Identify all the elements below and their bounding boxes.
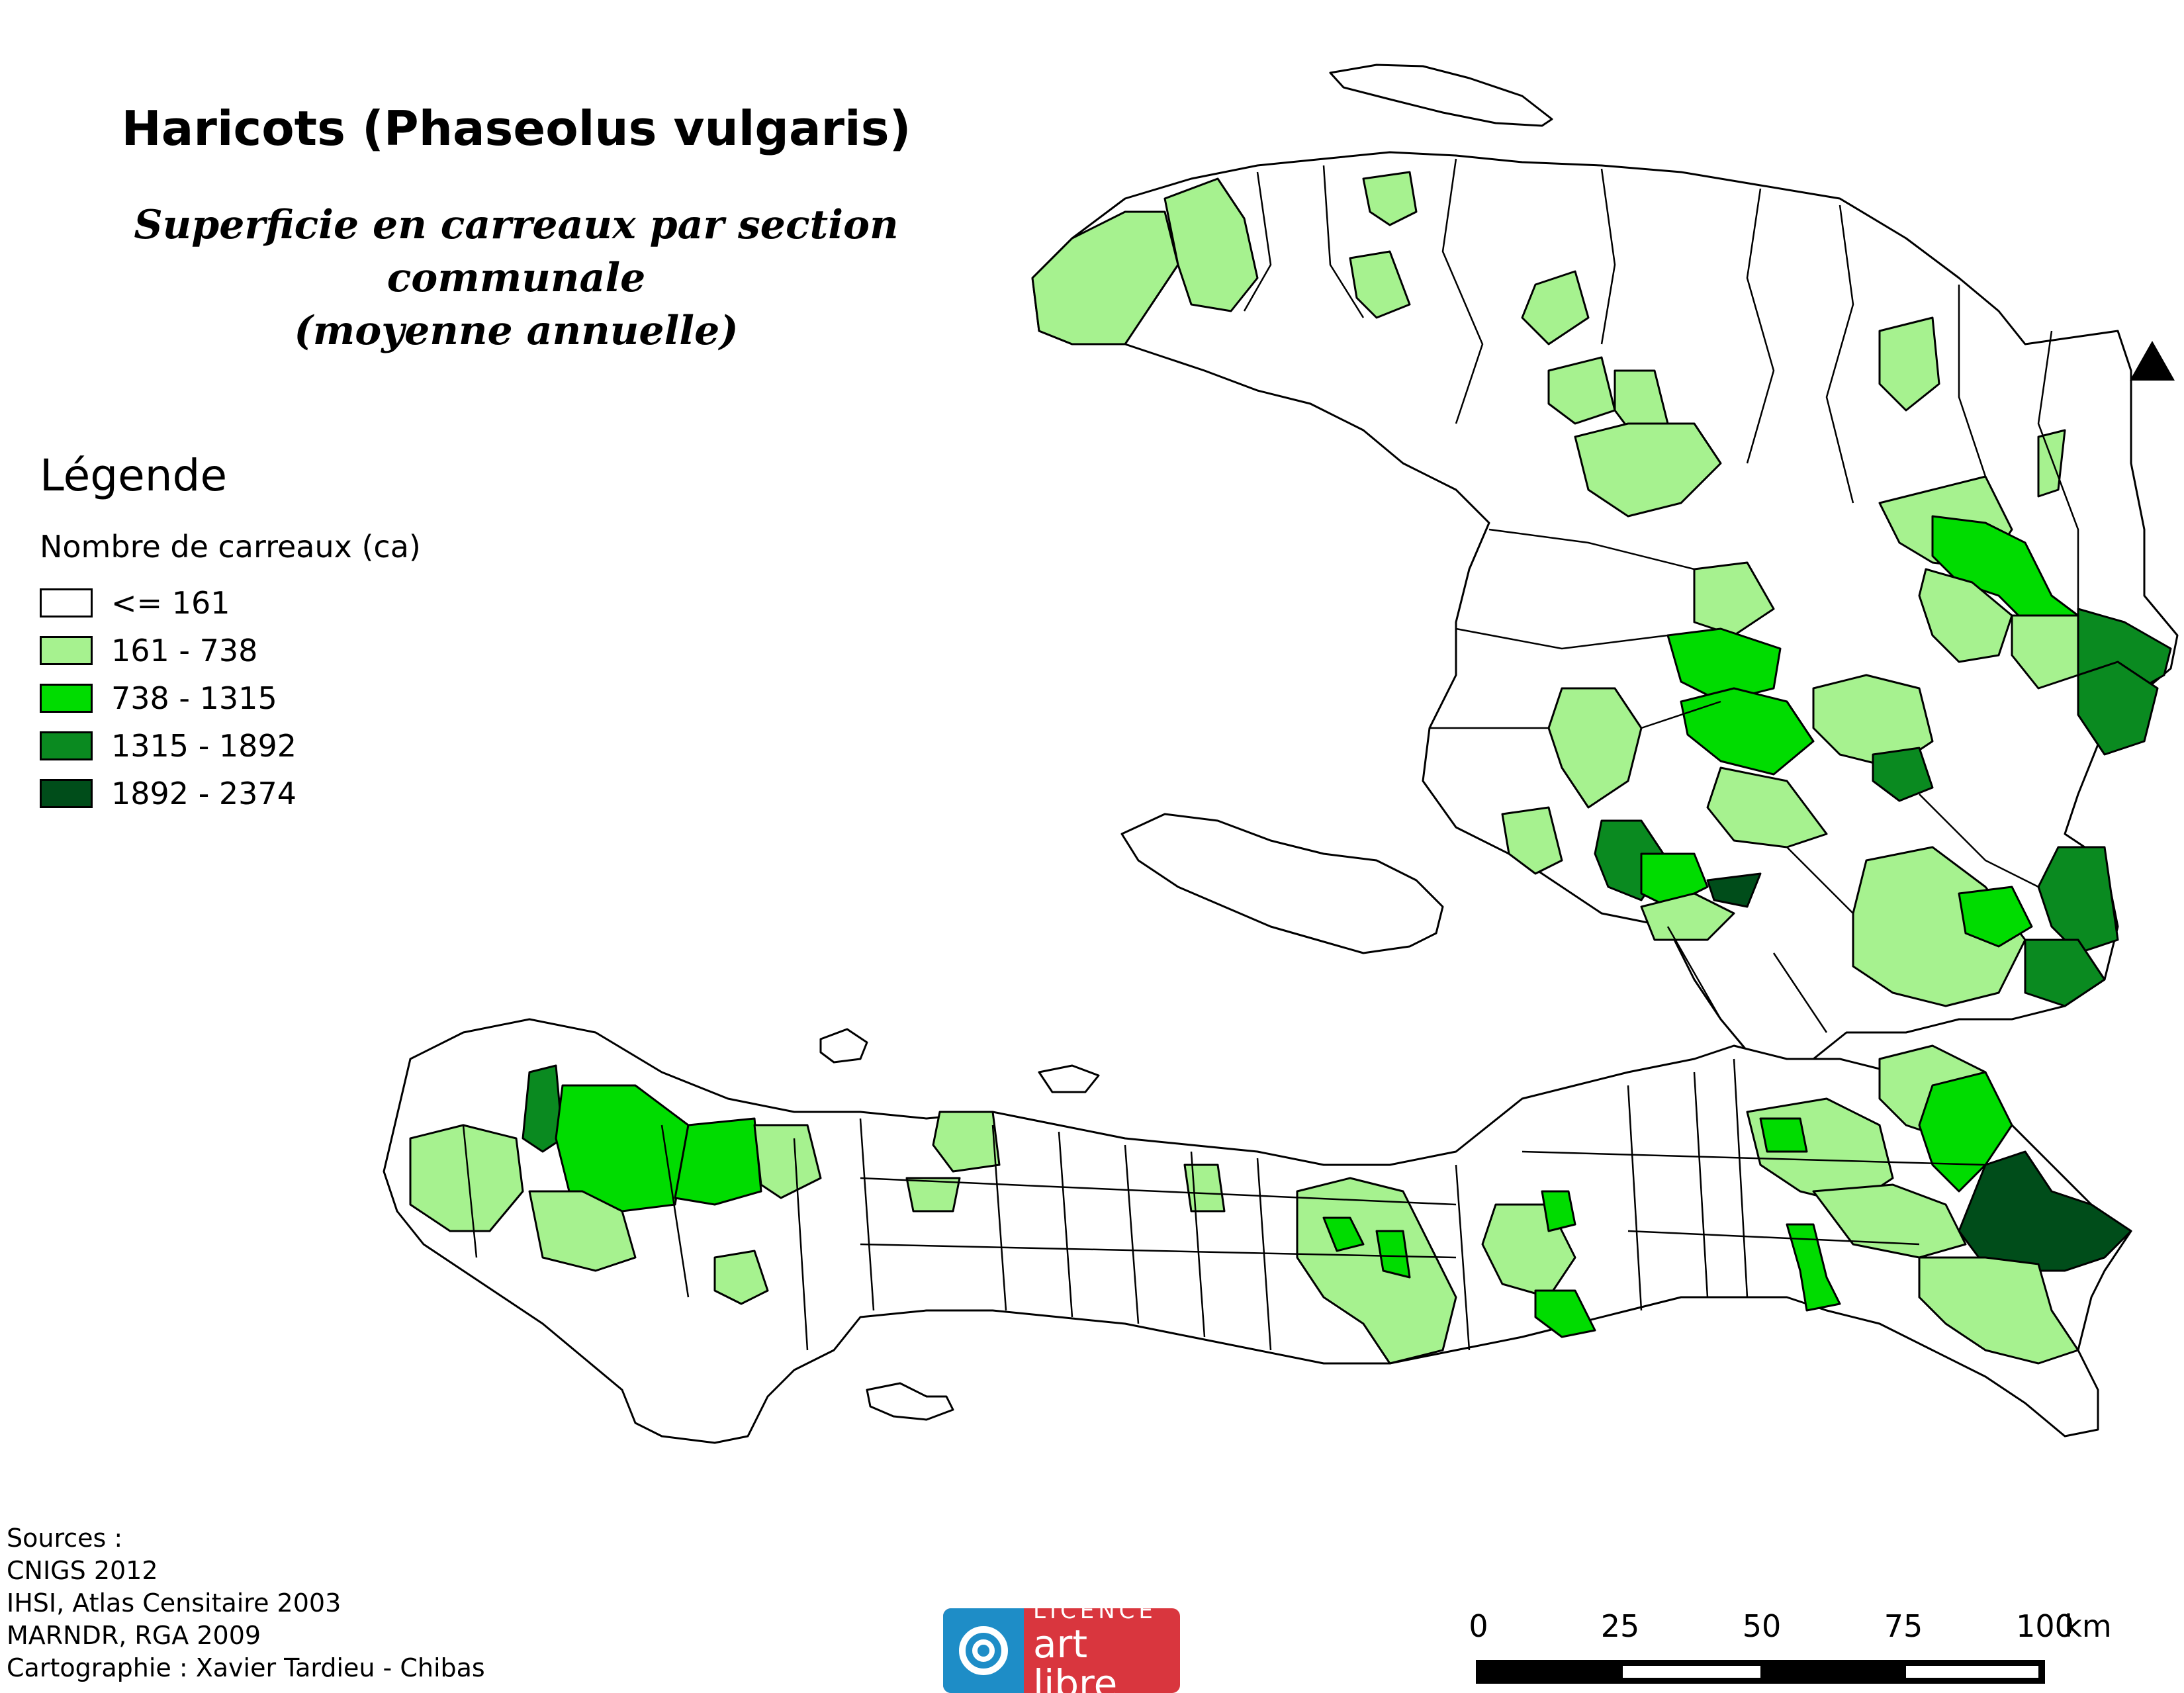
sources-line: MARNDR, RGA 2009 (7, 1621, 261, 1650)
region-nw-4 (1349, 250, 1411, 319)
region-east-4 (2024, 938, 2106, 1007)
island-cayemites (819, 1028, 868, 1064)
region-sw-3 (555, 1084, 690, 1213)
scale-segment (1623, 1666, 1760, 1678)
licence-bottom-text: art libre (1033, 1622, 1118, 1693)
legend-label: 1892 - 2374 (111, 776, 296, 811)
region-sw-2 (522, 1064, 564, 1153)
legend-label: <= 161 (111, 585, 230, 621)
licence-ring-icon (943, 1608, 1024, 1693)
region-se-2 (1759, 1117, 1808, 1153)
region-south (383, 1018, 2132, 1444)
legend-swatch (40, 731, 93, 760)
scale-label: 75 (1884, 1608, 1923, 1644)
region-s-6 (1375, 1230, 1411, 1279)
scale-bar: 0 25 50 75 100 km (1469, 1608, 2112, 1688)
region-sw-1 (409, 1124, 524, 1232)
region-se-6 (1812, 1183, 1967, 1259)
sources-line: Cartographie : Xavier Tardieu - Chibas (7, 1653, 485, 1682)
scale-label: 25 (1600, 1608, 1640, 1644)
region-s-2 (905, 1177, 961, 1213)
commune-boundaries (462, 158, 2079, 1351)
legend-heading: Légende (40, 450, 228, 501)
region-ne-3 (1918, 568, 2013, 663)
region-centre-2 (1666, 627, 1782, 703)
licence-art-libre-logo: LICENCE art libre (943, 1608, 1180, 1693)
region-s-1 (932, 1111, 1001, 1173)
region-se-5 (1918, 1071, 2013, 1193)
region-s-8 (1541, 1190, 1576, 1232)
scale-label: 100 (2016, 1608, 2074, 1644)
sources-line: Sources : (7, 1524, 123, 1553)
region-ne-6 (2011, 614, 2079, 690)
sources-line: CNIGS 2012 (7, 1556, 158, 1585)
legend-label: 738 - 1315 (111, 680, 277, 716)
region-centre-4 (1547, 687, 1643, 809)
north-arrow-icon (2130, 341, 2175, 381)
region-n-1 (1521, 270, 1590, 345)
scale-label: 50 (1742, 1608, 1782, 1644)
legend-swatch (40, 588, 93, 618)
region-se-8 (1918, 1256, 2079, 1365)
map-title: Haricots (Phaseolus vulgaris) (121, 101, 911, 156)
region-nw-1 (1031, 210, 1179, 345)
licence-top-text: LICENCE (1033, 1608, 1157, 1624)
island-ile-a-vache (866, 1382, 954, 1421)
region-east-1 (1852, 846, 2026, 1007)
region-n-6 (2037, 429, 2066, 498)
legend-item: 1315 - 1892 (40, 722, 421, 770)
island-tortuga (1329, 64, 1553, 127)
region-sw-6 (528, 1190, 637, 1272)
legend-label: 1315 - 1892 (111, 728, 296, 764)
map-subtitle: Superficie en carreaux par section commu… (0, 199, 1032, 357)
map-subtitle-line2: (moyenne annuelle) (294, 308, 739, 354)
scale-bar-graphic (1476, 1660, 2045, 1684)
region-nw-2 (1163, 177, 1259, 312)
region-n-5 (1878, 316, 1940, 412)
region-centre-11 (1706, 872, 1762, 908)
scale-label: 0 (1469, 1608, 1488, 1644)
region-sw-5 (753, 1124, 822, 1199)
scale-segment (1906, 1666, 2038, 1678)
island-small (1038, 1064, 1100, 1093)
map-subtitle-line1: Superficie en carreaux par section commu… (134, 202, 899, 301)
sources-block: Sources : CNIGS 2012 IHSI, Atlas Censita… (7, 1522, 485, 1684)
region-east-2 (1958, 886, 2033, 948)
legend-subheading: Nombre de carreaux (ca) (40, 529, 421, 565)
region-centre-8 (1501, 806, 1563, 875)
scale-unit: km (2064, 1608, 2112, 1644)
region-se-7 (1958, 1150, 2132, 1272)
legend-item: 738 - 1315 (40, 674, 421, 722)
legend-swatch (40, 779, 93, 808)
legend-swatch (40, 684, 93, 713)
region-s-9 (1534, 1289, 1596, 1338)
region-s-5 (1322, 1216, 1365, 1252)
region-ne-5 (2077, 661, 2159, 756)
region-nw-3 (1362, 171, 1418, 226)
region-centre-7 (1872, 747, 1934, 802)
region-centre-1 (1693, 561, 1775, 637)
legend-swatch (40, 636, 93, 665)
legend-item: <= 161 (40, 579, 421, 627)
region-n-4 (1574, 422, 1722, 518)
region-centre-12 (1640, 892, 1735, 941)
legend: Légende Nombre de carreaux (ca) <= 161 1… (40, 450, 421, 817)
region-centre-3 (1680, 687, 1815, 776)
legend-item: 1892 - 2374 (40, 770, 421, 817)
region-s-3 (1183, 1164, 1226, 1213)
sources-line: IHSI, Atlas Censitaire 2003 (7, 1588, 341, 1618)
region-se-3 (1786, 1223, 1841, 1312)
legend-item: 161 - 738 (40, 627, 421, 674)
region-sw-7 (713, 1250, 769, 1305)
region-n-2 (1547, 356, 1616, 425)
legend-label: 161 - 738 (111, 633, 258, 668)
island-gonave (1120, 813, 1444, 954)
region-sw-4 (674, 1117, 762, 1206)
